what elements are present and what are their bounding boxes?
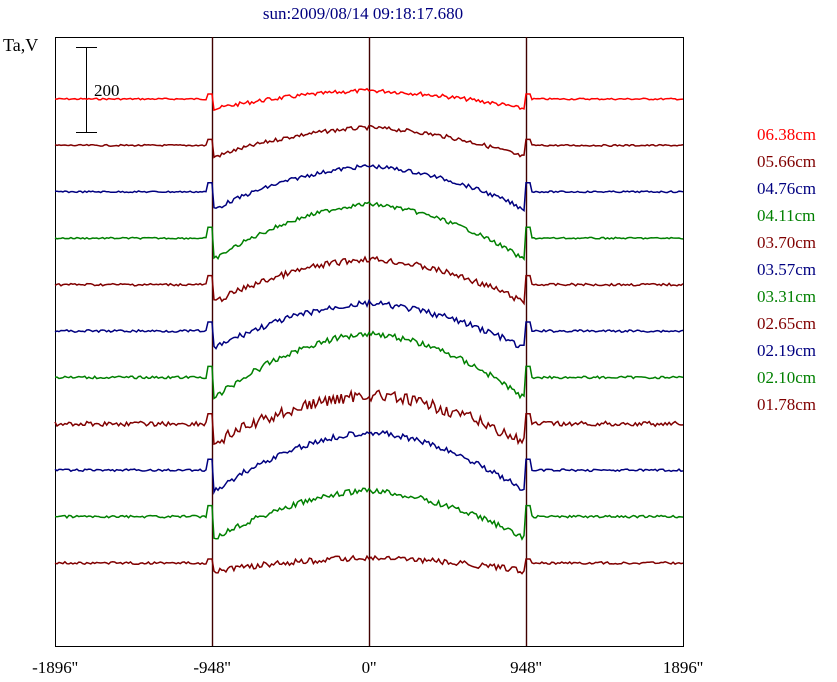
y-axis-label: Ta,V bbox=[3, 35, 38, 55]
series-line-01.78cm bbox=[54, 554, 684, 575]
series-line-03.70cm bbox=[54, 255, 684, 306]
series-line-02.10cm bbox=[54, 487, 684, 541]
chart-title: sun:2009/08/14 09:18:17.680 bbox=[263, 4, 463, 23]
scale-bar: 200 bbox=[76, 47, 120, 133]
legend-entry: 04.11cm bbox=[757, 206, 815, 225]
legend-entry: 03.70cm bbox=[757, 233, 816, 252]
vertical-markers bbox=[211, 37, 528, 646]
series-line-04.76cm bbox=[54, 164, 684, 213]
x-tick-label: 948'' bbox=[510, 658, 542, 677]
series-line-02.19cm bbox=[54, 430, 684, 495]
series-line-06.38cm bbox=[54, 87, 684, 112]
x-tick-label: 1896'' bbox=[663, 658, 703, 677]
series-line-04.11cm bbox=[54, 201, 684, 262]
series-line-02.65cm bbox=[54, 388, 684, 446]
x-tick-label: 0'' bbox=[362, 658, 377, 677]
legend-entry: 01.78cm bbox=[757, 395, 816, 414]
x-tick-label: -948'' bbox=[193, 658, 230, 677]
x-tick-labels: -1896'' -948'' 0'' 948'' 1896'' bbox=[32, 658, 703, 677]
series-line-03.57cm bbox=[54, 299, 684, 350]
series-line-03.31cm bbox=[55, 330, 684, 400]
legend-entry: 02.10cm bbox=[757, 368, 816, 387]
legend-entry: 04.76cm bbox=[757, 179, 816, 198]
legend-entry: 05.66cm bbox=[757, 152, 816, 171]
scale-bar-label: 200 bbox=[94, 81, 120, 100]
series-line-05.66cm bbox=[54, 124, 684, 159]
legend-entry: 06.38cm bbox=[757, 125, 816, 144]
legend-entry: 03.31cm bbox=[757, 287, 816, 306]
legend-entry: 03.57cm bbox=[757, 260, 816, 279]
x-tick-label: -1896'' bbox=[32, 658, 78, 677]
legend-entry: 02.65cm bbox=[757, 314, 816, 333]
legend: 06.38cm 05.66cm 04.76cm 04.11cm 03.70cm 03.57… bbox=[757, 125, 816, 414]
legend-entry: 02.19cm bbox=[757, 341, 816, 360]
series-group bbox=[54, 87, 684, 575]
